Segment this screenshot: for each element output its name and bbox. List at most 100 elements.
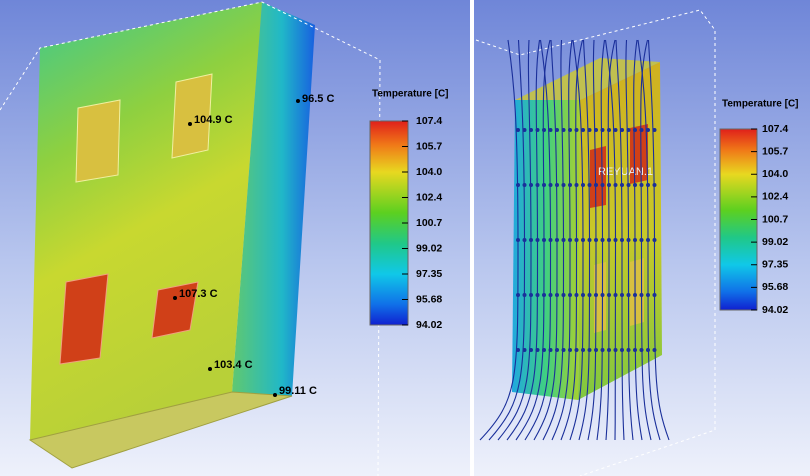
colorbar-label: 100.7 — [416, 217, 442, 229]
stream-arrow — [587, 293, 592, 297]
probe-label: 107.3 C — [179, 288, 218, 300]
stream-arrow — [607, 293, 611, 297]
stream-arrow — [639, 128, 644, 132]
stream-arrow — [529, 183, 533, 187]
stream-arrow — [587, 183, 592, 187]
stream-arrow — [568, 293, 572, 297]
stream-arrow — [620, 348, 624, 352]
stream-arrow — [626, 183, 631, 187]
stream-arrow — [607, 348, 611, 352]
stream-arrow — [548, 238, 553, 242]
stream-arrow — [607, 238, 611, 242]
stream-arrow — [522, 128, 527, 132]
stream-arrow — [626, 348, 631, 352]
stream-arrow — [542, 238, 546, 242]
stream-arrow — [600, 238, 605, 242]
streamline — [488, 39, 526, 441]
divider — [470, 0, 474, 476]
stream-arrow — [555, 348, 559, 352]
stream-arrow — [620, 293, 624, 297]
colorbar — [719, 128, 758, 311]
stream-arrow — [633, 293, 637, 297]
stream-arrow — [613, 293, 618, 297]
stream-arrow — [568, 238, 572, 242]
stream-arrow — [639, 183, 644, 187]
stream-arrow — [594, 293, 598, 297]
stream-arrow — [600, 348, 605, 352]
model-left — [0, 1, 381, 476]
stream-arrow — [529, 128, 533, 132]
colorbar-label: 95.68 — [762, 281, 788, 293]
stream-arrow — [516, 348, 520, 352]
stream-arrow — [652, 348, 657, 352]
stream-arrow — [646, 238, 650, 242]
stream-arrow — [529, 348, 533, 352]
stream-arrow — [600, 183, 605, 187]
streamline — [640, 39, 652, 441]
streamline — [637, 39, 661, 441]
stream-arrow — [561, 128, 566, 132]
stream-arrow — [548, 128, 553, 132]
colorbar-label: 105.7 — [762, 145, 788, 157]
stream-arrow — [607, 128, 611, 132]
stream-arrow — [529, 293, 533, 297]
stream-arrow — [542, 293, 546, 297]
stream-arrow — [626, 293, 631, 297]
stream-arrow — [535, 293, 540, 297]
stream-arrow — [542, 348, 546, 352]
stream-arrow — [587, 238, 592, 242]
stream-arrow — [587, 348, 592, 352]
stream-arrow — [561, 348, 566, 352]
streamline — [515, 39, 551, 441]
stream-arrow — [516, 293, 520, 297]
colorbar-labels: 107.4 105.7 104.0 102.4 100.7 99.02 97.35 95.68… — [402, 115, 788, 331]
stream-arrow — [633, 238, 637, 242]
stream-arrow — [555, 128, 559, 132]
stream-arrow — [548, 293, 553, 297]
probe-label: 96.5 C — [302, 93, 334, 105]
colorbar-label: 95.68 — [416, 293, 442, 305]
colorbar — [369, 120, 409, 326]
stream-arrow — [639, 348, 644, 352]
stream-arrow — [522, 183, 527, 187]
stream-arrow — [574, 128, 579, 132]
stream-arrow — [574, 348, 579, 352]
streamline — [587, 39, 597, 441]
part-label: REYUAN.1 — [598, 166, 653, 178]
stream-arrow — [516, 128, 520, 132]
stream-arrow — [646, 128, 650, 132]
stream-arrow — [646, 293, 650, 297]
stream-arrow — [600, 293, 605, 297]
stream-arrow — [613, 348, 618, 352]
stream-arrow — [646, 183, 650, 187]
stream-arrow — [594, 238, 598, 242]
streamline — [542, 39, 565, 441]
stream-arrow — [535, 183, 540, 187]
legend-title: Temperature [C] — [372, 89, 449, 100]
streamlines — [479, 39, 670, 441]
colorbar-label: 99.02 — [416, 242, 442, 254]
streamline — [604, 39, 617, 441]
streamline — [479, 39, 519, 441]
streamline — [578, 39, 591, 441]
colorbar-label: 94.02 — [762, 304, 788, 316]
stream-arrow — [626, 128, 631, 132]
stream-arrow — [581, 183, 585, 187]
stream-arrow — [535, 128, 540, 132]
streamline — [533, 39, 558, 441]
streamline — [569, 39, 584, 441]
colorbar-label: 102.4 — [416, 191, 442, 203]
stream-arrow — [652, 183, 657, 187]
stream-arrow — [581, 128, 585, 132]
stream-arrow — [548, 348, 553, 352]
stream-arrow — [516, 238, 520, 242]
stream-arrow — [535, 348, 540, 352]
streamline — [633, 39, 643, 441]
stream-arrow — [574, 293, 579, 297]
stream-arrow — [613, 238, 618, 242]
stream-arrow — [646, 348, 650, 352]
stream-arrow — [522, 238, 527, 242]
stream-arrow — [561, 183, 566, 187]
stream-arrow — [548, 183, 553, 187]
